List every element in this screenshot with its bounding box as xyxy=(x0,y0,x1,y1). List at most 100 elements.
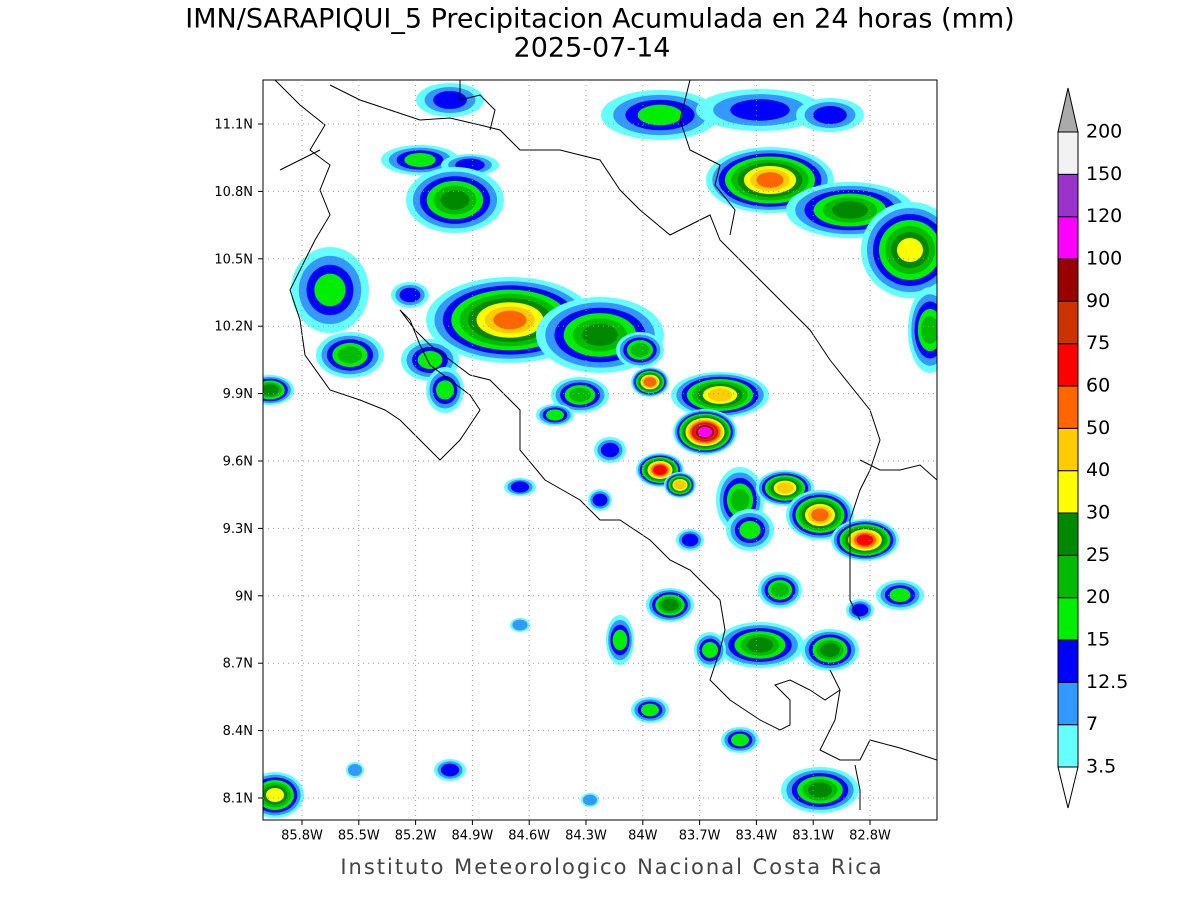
lon-tick-label: 85.2W xyxy=(395,829,437,844)
precip-contour xyxy=(730,488,750,512)
colorbar-swatch xyxy=(1057,470,1079,514)
lon-tick-label: 85.8W xyxy=(281,829,323,844)
precip-contour xyxy=(813,106,847,124)
precip-contour xyxy=(512,619,528,631)
precip-contour xyxy=(776,482,794,494)
colorbar-swatch xyxy=(1057,131,1079,175)
precip-contour xyxy=(653,465,667,475)
lat-tick-label: 8.1N xyxy=(223,792,253,807)
precip-contour xyxy=(637,104,683,126)
colorbar-label: 12.5 xyxy=(1086,671,1128,693)
lon-tick-label: 83.1W xyxy=(792,829,834,844)
precip-contour xyxy=(266,788,284,802)
precip-contour xyxy=(681,533,699,547)
precip-contour xyxy=(399,287,421,303)
precip-contour xyxy=(739,521,761,539)
precip-field xyxy=(263,83,937,818)
precip-contour xyxy=(641,703,659,717)
precip-contour xyxy=(493,310,527,330)
lat-tick-label: 9.9N xyxy=(223,387,253,402)
title: IMN/SARAPIQUI_5 Precipitacion Acumulada … xyxy=(185,4,1014,35)
precip-contour xyxy=(856,534,874,546)
colorbar-swatch xyxy=(1057,554,1079,599)
precip-contour xyxy=(832,201,868,219)
map-frame xyxy=(262,79,938,821)
lat-tick-label: 11.1N xyxy=(214,118,253,133)
colorbar-swatch xyxy=(1057,173,1079,218)
colorbar-swatch xyxy=(1057,639,1079,683)
precip-contour xyxy=(436,380,454,400)
precip-contour xyxy=(569,387,591,403)
lon-tick-label: 84W xyxy=(628,829,658,844)
colorbar-label: 120 xyxy=(1086,205,1122,227)
precip-contour xyxy=(851,603,869,617)
colorbar-swatch xyxy=(1057,216,1079,260)
precip-contour xyxy=(811,508,829,522)
precip-contour xyxy=(661,598,679,612)
footer: Instituto Meteorologico Nacional Costa R… xyxy=(340,855,883,879)
precip-contour xyxy=(404,153,436,167)
precip-contour xyxy=(337,346,363,364)
precip-contour xyxy=(612,629,628,651)
precip-contour xyxy=(546,409,564,421)
colorbar-label: 75 xyxy=(1086,332,1110,354)
colorbar-label: 150 xyxy=(1086,163,1122,185)
colorbar-label: 90 xyxy=(1086,290,1110,312)
precip-contour xyxy=(348,764,362,776)
precip-contour xyxy=(697,426,713,438)
precip-contour xyxy=(771,582,789,598)
colorbar-swatch xyxy=(1057,597,1079,641)
precip-contour xyxy=(673,480,687,490)
precip-contour xyxy=(592,493,608,507)
colorbar-label: 40 xyxy=(1086,459,1110,481)
precip-contour xyxy=(583,794,597,806)
lat-tick-label: 8.7N xyxy=(223,657,253,672)
subtitle: 2025-07-14 xyxy=(514,33,671,64)
colorbar-label: 3.5 xyxy=(1086,756,1116,778)
precip-contour xyxy=(417,351,443,369)
colorbar-swatch xyxy=(1057,258,1079,302)
precip-contour xyxy=(731,733,749,747)
precip-contour xyxy=(440,763,460,777)
colorbar-label: 100 xyxy=(1086,248,1122,270)
lon-tick-label: 83.4W xyxy=(735,829,777,844)
lat-tick-label: 10.2N xyxy=(214,320,253,335)
precip-contour xyxy=(756,172,784,188)
colorbar-label: 15 xyxy=(1086,629,1110,651)
colorbar-label: 30 xyxy=(1086,502,1110,524)
colorbar-swatch xyxy=(1057,385,1079,429)
colorbar-over xyxy=(1057,87,1079,133)
precip-contour xyxy=(440,190,470,210)
colorbar-swatch xyxy=(1057,724,1079,768)
colorbar-swatch xyxy=(1057,300,1079,345)
precip-contour xyxy=(630,342,650,358)
colorbar-label: 25 xyxy=(1086,544,1110,566)
colorbar-under xyxy=(1057,766,1079,809)
lon-tick-label: 82.8W xyxy=(849,829,891,844)
lat-tick-label: 10.8N xyxy=(214,185,253,200)
colorbar-swatch xyxy=(1057,512,1079,556)
lon-tick-label: 84.9W xyxy=(451,829,493,844)
precip-contour xyxy=(702,642,718,658)
colorbar-label: 50 xyxy=(1086,417,1110,439)
colorbar-label: 60 xyxy=(1086,375,1110,397)
lon-tick-label: 84.6W xyxy=(508,829,550,844)
precip-contour xyxy=(889,588,911,602)
precip-contour xyxy=(897,238,923,262)
precip-contour xyxy=(746,637,774,653)
precip-contour xyxy=(820,642,840,658)
lat-tick-label: 9.3N xyxy=(223,522,253,537)
precip-contour xyxy=(263,384,279,396)
precip-contour xyxy=(510,481,530,493)
colorbar-swatch xyxy=(1057,427,1079,472)
precip-contour xyxy=(582,323,618,347)
colorbar-swatch xyxy=(1057,343,1079,387)
precip-contour xyxy=(600,442,620,458)
lat-tick-label: 10.5N xyxy=(214,252,253,267)
colorbar-label: 20 xyxy=(1086,586,1110,608)
precip-contour xyxy=(921,316,937,344)
lon-tick-label: 85.5W xyxy=(338,829,380,844)
lat-tick-label: 9N xyxy=(235,589,253,604)
precip-contour xyxy=(314,273,346,307)
precip-contour xyxy=(708,388,732,402)
